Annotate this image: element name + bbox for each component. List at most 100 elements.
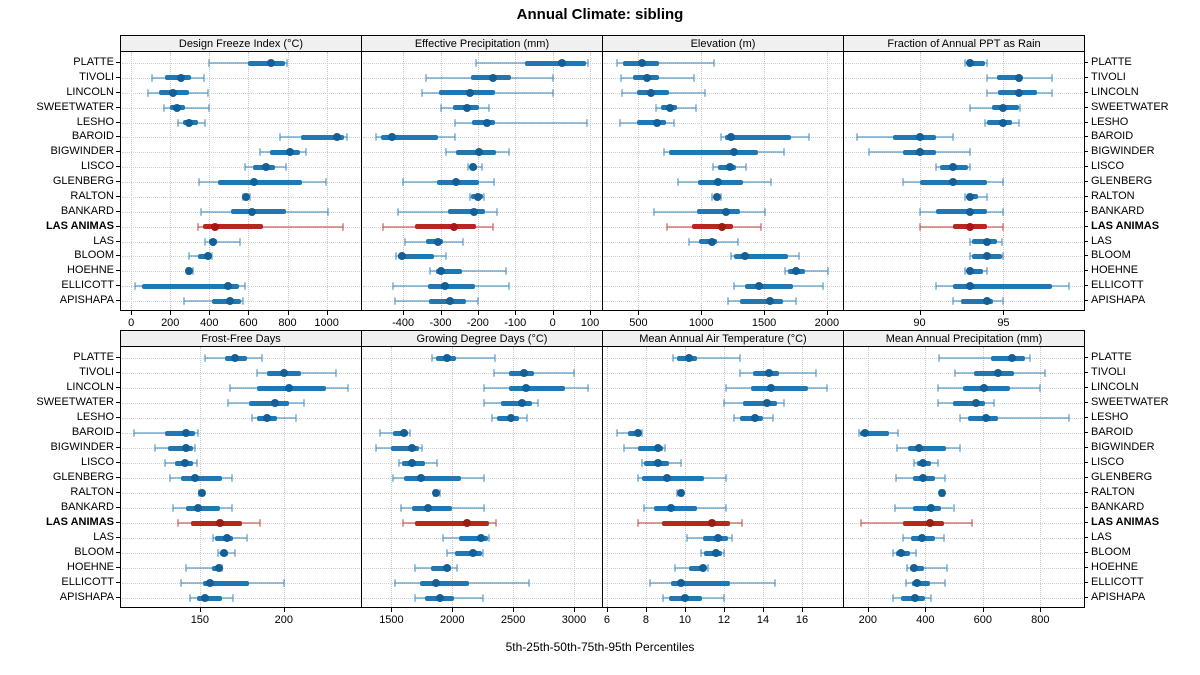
whisker-cap-95th — [738, 354, 741, 362]
x-tick-label: -200 — [466, 317, 489, 329]
median-dot — [224, 282, 233, 291]
whisker-cap-95th — [1043, 369, 1046, 377]
site-label-left: BAROID — [71, 130, 114, 143]
site-label-right: ELLICOTT — [1091, 279, 1144, 292]
median-dot — [225, 297, 234, 305]
interquartile-bar — [428, 283, 475, 289]
whisker-cap-5th — [856, 133, 859, 142]
interquartile-bar — [968, 60, 985, 66]
whisker-cap-5th — [936, 384, 939, 392]
y-axis-tick — [1084, 492, 1088, 493]
x-axis-tick — [684, 608, 686, 612]
row-reference-line — [363, 478, 601, 479]
row-reference-line — [122, 122, 360, 124]
median-dot — [488, 73, 497, 82]
median-dot — [684, 354, 693, 362]
gridline-vertical — [513, 347, 515, 607]
whisker-cap-5th — [619, 118, 622, 127]
row-reference-line — [363, 448, 601, 449]
whisker-cap-5th — [217, 549, 220, 557]
y-axis-tick — [116, 432, 120, 433]
median-dot — [680, 594, 689, 602]
whisker-cap-95th — [673, 118, 676, 127]
row-reference-line — [845, 92, 1083, 94]
median-dot — [211, 222, 220, 231]
whisker-cap-95th — [528, 579, 531, 587]
whisker-cap-5th — [724, 384, 727, 392]
interquartile-bar — [186, 505, 221, 511]
y-axis-tick — [116, 402, 120, 403]
whisker-cap-5th — [177, 118, 180, 127]
y-axis-tick — [116, 151, 120, 153]
site-label-right: APISHAPA — [1091, 591, 1146, 603]
whisker-cap-5th — [674, 564, 677, 572]
y-axis-tick — [1084, 76, 1088, 78]
whisker-cap-95th — [664, 444, 667, 452]
median-dot — [216, 519, 225, 527]
row-reference-line — [363, 241, 601, 243]
whisker-cap-5th — [188, 252, 191, 261]
whisker-cap-5th — [935, 282, 938, 291]
median-dot — [432, 579, 441, 587]
whisker-cap-5th — [968, 103, 971, 112]
whisker-cap-95th — [1067, 282, 1070, 291]
panel-title: Mean Annual Air Temperature (°C) — [639, 332, 807, 345]
row-reference-line — [845, 107, 1083, 109]
row-reference-line — [363, 271, 601, 273]
whisker-cap-5th — [637, 519, 640, 527]
y-axis-tick — [1084, 567, 1088, 568]
site-label-left: LESHO — [76, 411, 114, 423]
whisker-cap-5th — [641, 459, 644, 467]
median-dot — [634, 429, 643, 437]
whisker-cap-95th — [782, 148, 785, 157]
site-label-right: LINCOLN — [1091, 85, 1139, 98]
median-dot — [965, 207, 974, 216]
row-reference-line — [845, 448, 1083, 449]
interquartile-bar — [524, 60, 587, 66]
interquartile-bar — [661, 520, 730, 526]
row-reference-line — [363, 226, 601, 228]
gridline-vertical — [170, 52, 172, 310]
whisker-cap-5th — [392, 282, 395, 291]
whisker-cap-5th — [402, 178, 405, 186]
whisker-cap-5th — [712, 163, 715, 172]
interquartile-bar — [301, 134, 345, 140]
whisker-cap-5th — [483, 384, 486, 392]
median-dot — [423, 504, 432, 512]
row-reference-line — [122, 92, 360, 94]
interquartile-bar — [230, 209, 286, 215]
median-dot — [965, 192, 974, 201]
y-axis-tick — [116, 372, 120, 373]
x-axis-tick — [925, 608, 927, 612]
row-reference-line — [122, 107, 360, 109]
x-axis-tick — [283, 608, 285, 612]
whisker-cap-95th — [496, 207, 499, 216]
percentile-whisker — [205, 240, 240, 243]
whisker-cap-95th — [722, 594, 725, 602]
interquartile-bar — [414, 224, 476, 230]
whisker-cap-5th — [199, 207, 202, 216]
x-axis-tick — [1003, 311, 1005, 315]
whisker-cap-5th — [896, 444, 899, 452]
site-label-right: ELLICOTT — [1091, 576, 1144, 588]
whisker-cap-95th — [259, 519, 262, 527]
whisker-cap-95th — [193, 444, 196, 452]
x-axis-tick — [513, 608, 515, 612]
whisker-cap-5th — [414, 564, 417, 572]
median-dot — [284, 384, 293, 392]
median-dot — [741, 252, 750, 261]
row-reference-line — [122, 152, 360, 154]
gridline-vertical — [590, 52, 592, 310]
whisker-cap-95th — [587, 384, 589, 392]
whisker-cap-5th — [720, 133, 723, 142]
row-reference-line — [604, 448, 842, 449]
whisker-cap-5th — [963, 59, 966, 67]
whisker-cap-95th — [326, 207, 329, 216]
median-dot — [469, 207, 478, 216]
y-axis-tick — [116, 597, 120, 598]
median-dot — [190, 474, 199, 482]
row-reference-line — [122, 301, 360, 302]
median-dot — [999, 118, 1008, 127]
gridline-vertical — [209, 52, 211, 310]
whisker-cap-5th — [431, 354, 434, 362]
